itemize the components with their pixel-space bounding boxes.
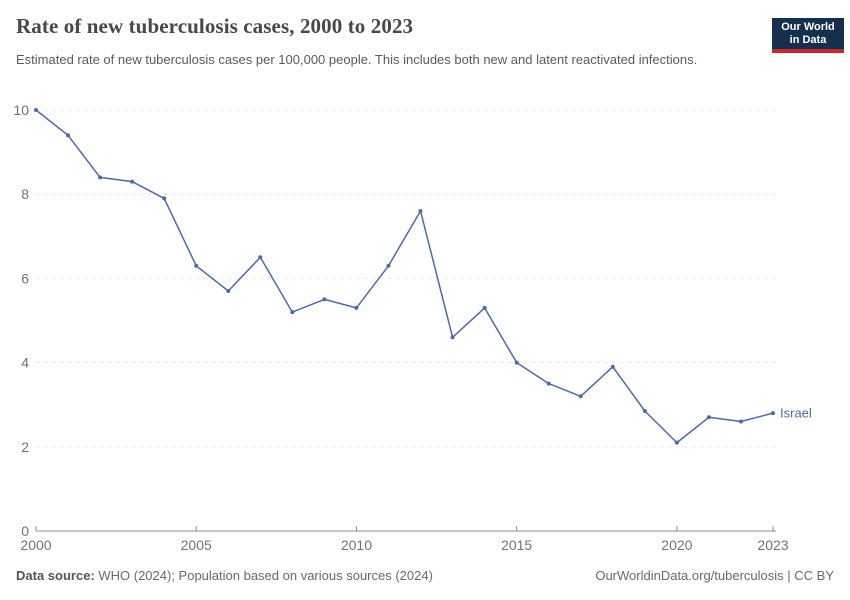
data-point <box>322 297 327 302</box>
y-gridlines <box>36 109 776 448</box>
data-point <box>354 305 359 310</box>
data-point <box>546 381 551 386</box>
svg-text:2005: 2005 <box>181 537 212 553</box>
data-point <box>610 364 615 369</box>
data-point <box>482 305 487 310</box>
chart-footer: Data source: WHO (2024); Population base… <box>16 568 834 583</box>
data-point <box>258 255 263 260</box>
data-point <box>386 263 391 268</box>
page-title: Rate of new tuberculosis cases, 2000 to … <box>16 14 414 38</box>
data-point <box>162 196 167 201</box>
data-point <box>290 310 295 315</box>
data-point <box>194 263 199 268</box>
svg-text:2010: 2010 <box>341 537 372 553</box>
data-source-text: WHO (2024); Population based on various … <box>94 568 433 583</box>
owid-logo-line1: Our World <box>781 21 835 33</box>
data-point <box>130 179 135 184</box>
svg-text:8: 8 <box>21 186 29 202</box>
data-point <box>771 411 775 416</box>
data-source: Data source: WHO (2024); Population base… <box>16 568 433 583</box>
x-axis-labels: 2000 2005 2010 2015 2020 2023 <box>20 537 788 553</box>
svg-text:10: 10 <box>13 102 29 118</box>
svg-text:2015: 2015 <box>501 537 532 553</box>
svg-text:2000: 2000 <box>20 537 51 553</box>
data-point <box>66 133 70 138</box>
owid-logo-line2: in Data <box>789 34 827 46</box>
data-point <box>739 419 743 424</box>
data-point <box>450 335 455 340</box>
data-point <box>226 289 231 293</box>
data-point <box>642 409 647 413</box>
data-point <box>34 108 38 112</box>
data-point <box>578 394 583 399</box>
data-line[interactable] <box>35 109 774 444</box>
x-axis <box>35 526 776 532</box>
owid-logo: Our World in Data <box>772 18 844 53</box>
footer-link[interactable]: OurWorldinData.org/tuberculosis | CC BY <box>595 568 834 583</box>
svg-text:0: 0 <box>21 523 29 539</box>
svg-text:6: 6 <box>21 270 29 286</box>
y-axis-labels: 0 2 4 6 8 10 <box>13 102 29 539</box>
data-point <box>674 440 679 445</box>
data-point <box>514 360 519 365</box>
chart-subtitle: Estimated rate of new tuberculosis cases… <box>16 52 698 67</box>
svg-text:2023: 2023 <box>757 537 788 553</box>
data-point <box>706 415 711 420</box>
data-point <box>98 175 103 180</box>
svg-text:2020: 2020 <box>661 537 692 553</box>
data-point <box>418 209 423 213</box>
data-points[interactable] <box>34 108 775 445</box>
svg-text:2: 2 <box>21 439 29 455</box>
data-source-label: Data source: <box>16 568 95 583</box>
svg-text:4: 4 <box>21 355 29 371</box>
series-end-label[interactable]: Israel <box>780 406 812 421</box>
